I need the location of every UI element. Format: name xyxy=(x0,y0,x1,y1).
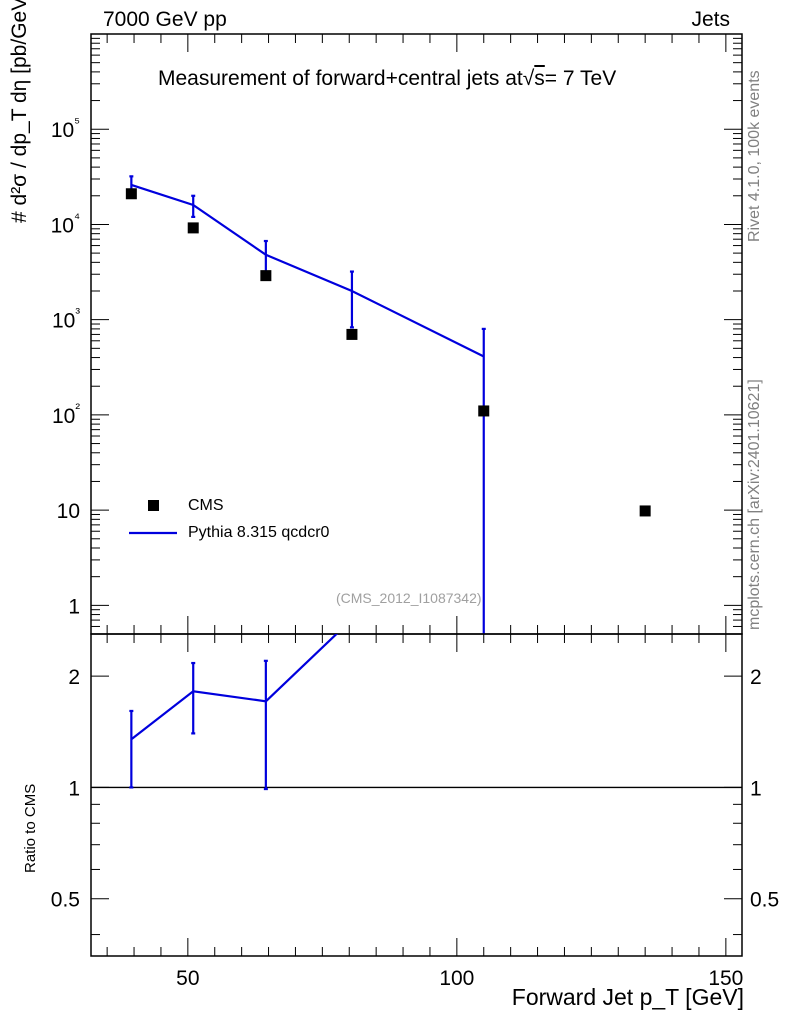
y-axis-label: # d²σ / dp_T dη [pb/GeV] xyxy=(8,0,31,223)
ratio-y-tick-label: 0.5 xyxy=(51,889,80,912)
y-tick-label: 10⁴ xyxy=(51,209,80,237)
cms-data-point xyxy=(346,328,358,340)
header-left-label: 7000 GeV pp xyxy=(103,8,227,31)
ratio-frame xyxy=(90,633,743,957)
ratio-y-tick-label-right: 0.5 xyxy=(750,889,779,912)
ratio-y-tick-label-right: 1 xyxy=(750,777,762,800)
ratio-pythia-line xyxy=(130,634,339,741)
ratio-y-axis-label: Ratio to CMS xyxy=(22,783,39,873)
ratio-y-tick-label: 1 xyxy=(68,777,80,800)
cms-data-point xyxy=(639,505,651,517)
y-tick-label: 10 xyxy=(57,500,80,523)
ratio-y-tick-label: 2 xyxy=(68,666,80,689)
cms-data-point xyxy=(125,188,137,200)
y-tick-label: 1 xyxy=(68,595,80,618)
header-right-label: Jets xyxy=(691,8,730,31)
mcplots-source-label: mcplots.cern.ch [arXiv:2401.10621] xyxy=(746,379,763,630)
x-axis-label: Forward Jet p_T [GeV] xyxy=(511,984,744,1010)
y-tick-label: 10³ xyxy=(52,305,80,333)
chart-title-suffix: = 7 TeV xyxy=(544,67,617,90)
chart-title-prefix: Measurement of forward+central jets at xyxy=(158,67,523,90)
x-tick-label: 150 xyxy=(708,967,743,990)
pythia-line xyxy=(131,183,485,358)
main-plot: 1 10 10² 10³ 10⁴ 10⁵ xyxy=(51,33,743,635)
chart-title-root: s xyxy=(534,67,545,90)
legend-marker-cms xyxy=(148,500,159,511)
cms-data-point xyxy=(478,405,490,417)
x-tick-label: 100 xyxy=(439,967,474,990)
main-frame xyxy=(90,33,743,635)
cms-data-point xyxy=(260,270,272,282)
y-tick-label: 10⁵ xyxy=(51,114,80,142)
ratio-plot: 50 100 150 0.5 0.5 1 1 2 2 xyxy=(51,633,779,990)
y-tick-label: 10² xyxy=(52,400,80,428)
analysis-tag: (CMS_2012_I1087342) xyxy=(336,590,482,606)
cms-data-point xyxy=(187,222,199,234)
legend-label-cms: CMS xyxy=(188,497,224,514)
sqrt-symbol: √ xyxy=(522,67,535,90)
rivet-version-label: Rivet 4.1.0, 100k events xyxy=(746,70,763,242)
ratio-y-tick-label-right: 2 xyxy=(750,666,762,689)
x-tick-label: 50 xyxy=(176,967,199,990)
chart-title: Measurement of forward+central jets at√s… xyxy=(158,67,616,91)
legend-label-pythia: Pythia 8.315 qcdcr0 xyxy=(188,524,330,541)
